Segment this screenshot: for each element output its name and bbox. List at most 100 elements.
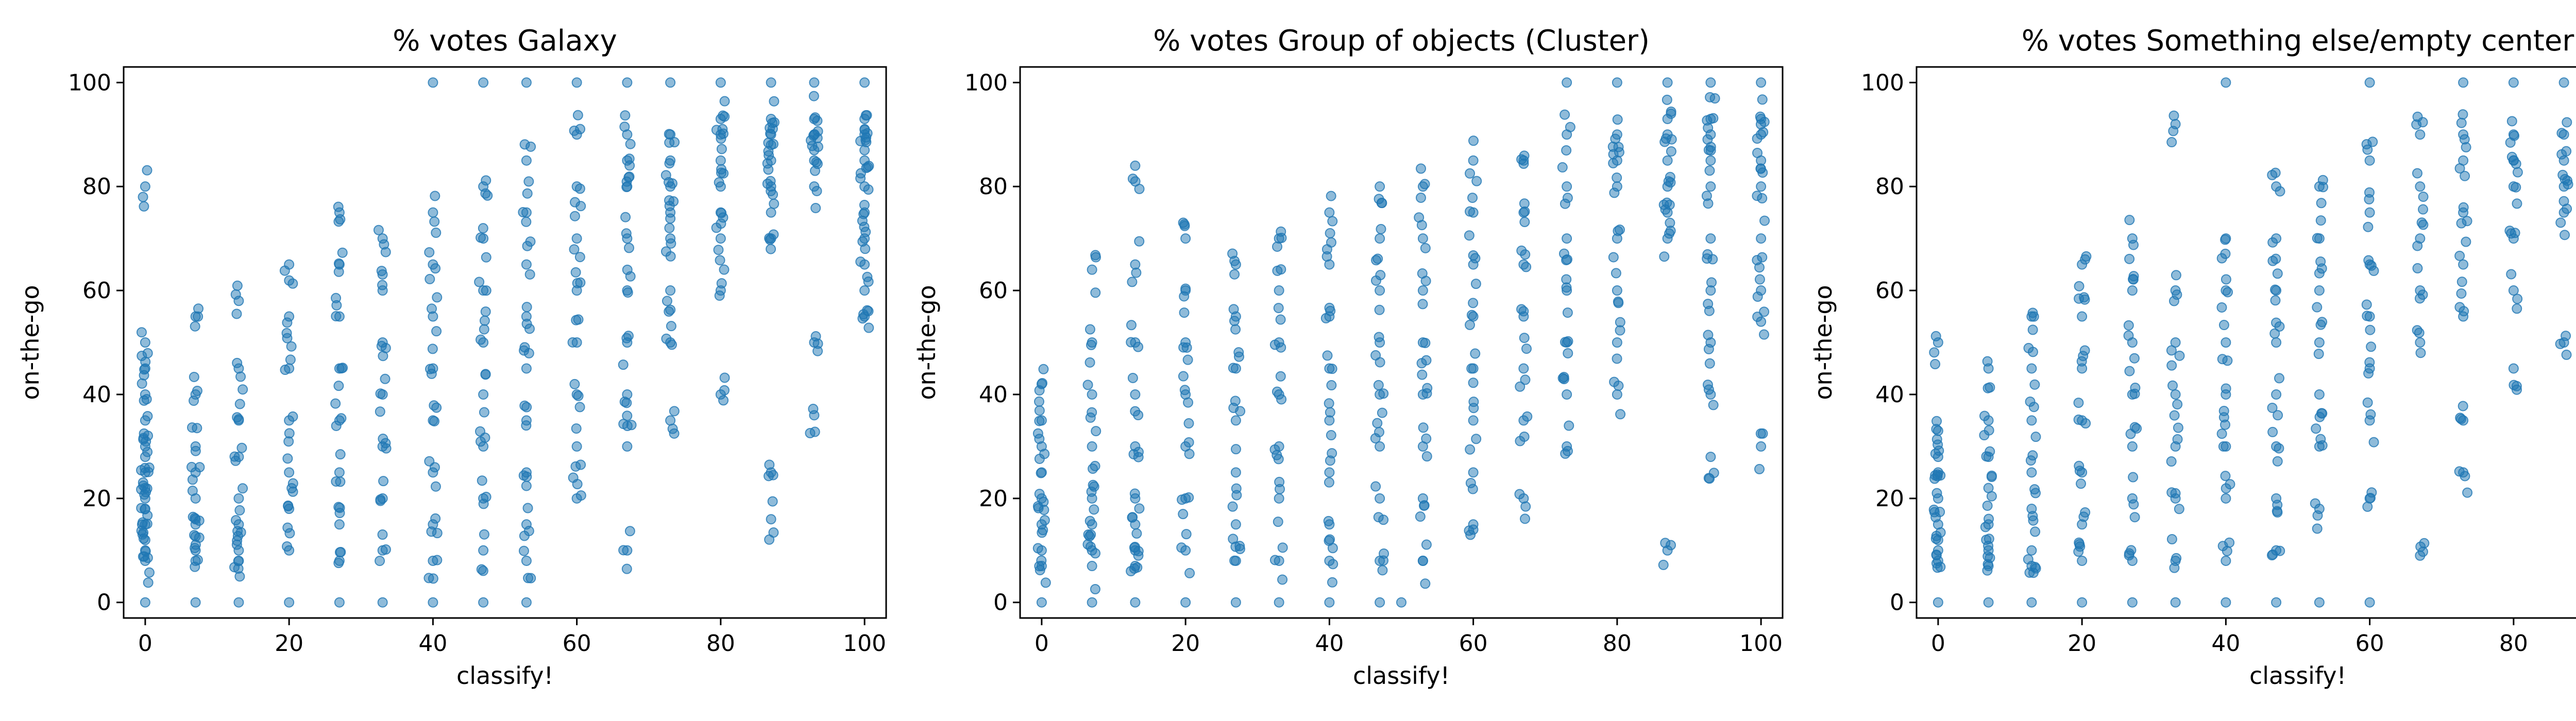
scatter-point xyxy=(330,398,341,409)
scatter-point xyxy=(139,201,149,212)
scatter-point xyxy=(136,327,147,338)
scatter-point xyxy=(1036,597,1047,608)
scatter-point xyxy=(1378,514,1389,525)
y-tick-label: 60 xyxy=(1875,278,1904,304)
scatter-point xyxy=(812,159,823,169)
scatter-point xyxy=(1126,320,1137,331)
scatter-point xyxy=(2362,144,2373,155)
scatter-point xyxy=(429,216,440,227)
scatter-point xyxy=(1091,252,1101,263)
scatter-point xyxy=(475,436,486,447)
y-axis-label: on-the-go xyxy=(913,285,941,400)
scatter-point xyxy=(2079,294,2090,305)
scatter-point xyxy=(1757,167,1768,178)
scatter-point xyxy=(426,303,437,314)
scatter-point xyxy=(524,323,535,334)
scatter-point xyxy=(1233,347,1244,358)
scatter-point xyxy=(282,453,293,464)
scatter-point xyxy=(762,158,773,169)
scatter-point xyxy=(2077,597,2088,608)
scatter-point xyxy=(1663,176,1674,187)
scatter-point xyxy=(1516,154,1527,165)
scatter-point xyxy=(1984,425,1994,436)
scatter-point xyxy=(1084,531,1095,542)
scatter-point xyxy=(375,406,385,417)
scatter-point xyxy=(1037,378,1048,389)
scatter-point xyxy=(768,470,778,480)
scatter-point xyxy=(1608,252,1619,263)
scatter-point xyxy=(280,365,291,375)
scatter-point xyxy=(1134,236,1145,247)
scatter-point xyxy=(234,571,245,582)
scatter-point xyxy=(625,139,636,149)
scatter-point xyxy=(1933,597,1943,608)
scatter-point xyxy=(2166,137,2177,148)
scatter-point xyxy=(1134,183,1145,194)
scatter-point xyxy=(1127,174,1138,184)
scatter-point xyxy=(2225,479,2235,490)
scatter-point xyxy=(1127,277,1138,287)
scatter-point xyxy=(2221,337,2231,348)
scatter-point xyxy=(2508,363,2519,374)
scatter-point xyxy=(2221,493,2231,504)
scatter-point xyxy=(1179,307,1190,318)
scatter-point xyxy=(2272,507,2283,518)
scatter-point xyxy=(518,207,529,218)
scatter-point xyxy=(430,481,441,492)
scatter-point xyxy=(376,266,387,277)
scatter-point xyxy=(1417,555,1428,566)
scatter-point xyxy=(2224,537,2235,548)
scatter-point xyxy=(1986,472,1997,483)
scatter-point xyxy=(481,491,492,502)
scatter-point xyxy=(335,547,346,558)
scatter-point xyxy=(2364,597,2375,608)
scatter-point xyxy=(1089,504,1099,515)
scatter-point xyxy=(2127,285,2138,296)
scatter-point xyxy=(1754,464,1765,474)
scatter-point xyxy=(1935,561,1946,572)
scatter-point xyxy=(2218,441,2229,452)
scatter-point xyxy=(380,373,391,384)
scatter-point xyxy=(1184,449,1195,459)
scatter-point xyxy=(714,177,724,188)
y-tick-label: 100 xyxy=(1861,70,1904,96)
scatter-point xyxy=(569,379,580,389)
scatter-point xyxy=(1754,274,1765,285)
scatter-point xyxy=(1982,356,1993,367)
scatter-point xyxy=(2266,550,2277,561)
scatter-point xyxy=(2030,488,2041,499)
scatter-point xyxy=(2313,349,2324,359)
scatter-point xyxy=(2171,553,2182,563)
scatter-point xyxy=(2128,499,2139,510)
scatter-point xyxy=(333,558,344,569)
scatter-point xyxy=(2027,450,2038,461)
scatter-point xyxy=(1465,444,1476,455)
scatter-point xyxy=(429,462,440,473)
scatter-point xyxy=(1421,539,1432,550)
scatter-point xyxy=(375,494,386,505)
scatter-point xyxy=(768,189,778,200)
scatter-point xyxy=(2318,182,2329,193)
scatter-point xyxy=(2076,356,2087,367)
scatter-point xyxy=(1034,434,1045,444)
scatter-point xyxy=(380,544,391,555)
scatter-point xyxy=(2027,511,2038,522)
scatter-point xyxy=(1665,226,1676,236)
scatter-point xyxy=(526,573,536,583)
scatter-point xyxy=(1327,543,1338,554)
scatter-point xyxy=(190,543,200,554)
scatter-point xyxy=(1666,108,1676,119)
scatter-point xyxy=(234,505,245,516)
scatter-point xyxy=(1126,337,1137,348)
scatter-point xyxy=(1274,597,1284,608)
scatter-point xyxy=(2170,389,2181,400)
plot-frame xyxy=(123,66,887,619)
x-tick-label: 20 xyxy=(1171,630,1200,657)
scatter-point xyxy=(1982,500,1993,511)
scatter-point xyxy=(479,407,489,418)
scatter-point xyxy=(478,597,489,608)
scatter-point xyxy=(521,597,532,608)
scatter-point xyxy=(425,273,435,284)
scatter-point xyxy=(575,277,586,288)
scatter-point xyxy=(1521,262,1532,272)
